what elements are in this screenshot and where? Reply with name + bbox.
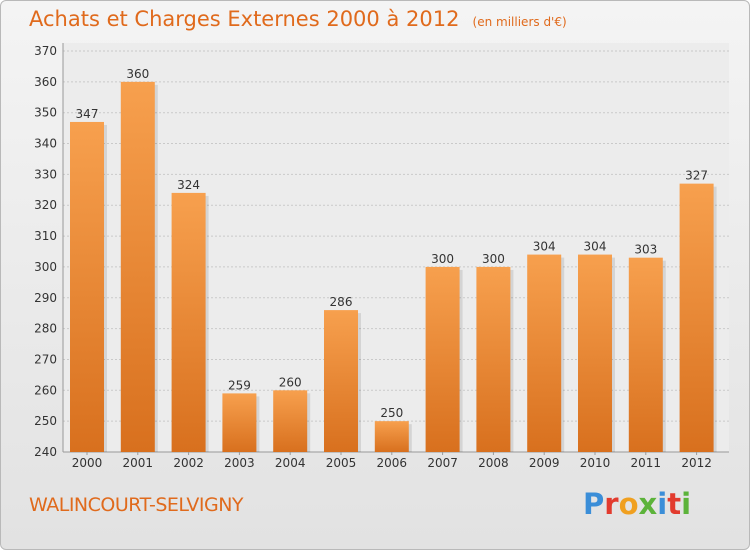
y-tick-label: 280	[34, 322, 57, 336]
logo-letter: x	[638, 487, 658, 521]
y-tick-label: 360	[34, 75, 57, 89]
bar	[527, 254, 562, 452]
bars: 347 360 324 259 260 286 250 300 300 304 304 303 327	[70, 67, 717, 452]
x-tick-label: 2009	[529, 456, 560, 470]
data-label: 259	[228, 378, 251, 392]
data-label: 300	[482, 252, 505, 266]
y-tick-label: 290	[34, 291, 57, 305]
x-tick-label: 2004	[275, 456, 306, 470]
data-label: 304	[584, 240, 607, 254]
logo-letter: i	[681, 487, 692, 521]
bar	[374, 421, 409, 452]
title-text: Achats et Charges Externes 2000 à 2012	[29, 7, 460, 31]
bar	[70, 121, 104, 452]
x-tick-label: 2007	[427, 456, 458, 470]
y-tick-label: 320	[34, 198, 57, 212]
x-tick-label: 2005	[326, 456, 357, 470]
data-label: 360	[126, 67, 149, 81]
grid-lines	[63, 50, 729, 453]
bar	[578, 254, 612, 452]
x-tick-label: 2006	[377, 456, 408, 470]
bar	[171, 192, 206, 452]
x-tick-label: 2001	[123, 456, 154, 470]
logo-letter: o	[618, 487, 639, 521]
logo-letter: i	[657, 487, 668, 521]
y-tick-label: 240	[34, 445, 57, 459]
data-label: 347	[76, 107, 99, 121]
bar	[425, 266, 460, 452]
bar	[324, 310, 358, 452]
x-tick-label: 2008	[478, 456, 509, 470]
x-tick-label: 2000	[72, 456, 103, 470]
x-tick-label: 2002	[173, 456, 204, 470]
bar	[628, 257, 663, 452]
data-label: 327	[685, 169, 708, 183]
y-tick-label: 350	[34, 106, 57, 120]
y-tick-label: 330	[34, 167, 57, 181]
x-tick-label: 2012	[681, 456, 712, 470]
bar	[273, 390, 308, 452]
data-label: 260	[279, 375, 302, 389]
logo-letter: t	[667, 487, 682, 521]
y-tick-label: 260	[34, 383, 57, 397]
unit-note: (en milliers d'€)	[472, 15, 567, 29]
data-label: 324	[177, 178, 200, 192]
data-label: 300	[431, 252, 454, 266]
x-tick-label: 2003	[224, 456, 255, 470]
bar	[476, 266, 511, 452]
bar	[679, 183, 714, 452]
x-tick-label: 2011	[631, 456, 662, 470]
y-axis: 2402502602702802903003103203303403503603…	[34, 43, 729, 459]
y-tick-label: 310	[34, 229, 57, 243]
proxiti-logo: Proxiti	[583, 487, 691, 521]
bar	[222, 393, 257, 452]
y-tick-label: 300	[34, 260, 57, 274]
y-tick-label: 370	[34, 44, 57, 58]
x-tick-label: 2010	[580, 456, 611, 470]
y-tick-label: 340	[34, 137, 57, 151]
x-axis: 2000 2001 2002 2003 2004 2005 2006 2007 2008 2009…	[72, 452, 712, 470]
bar	[120, 81, 155, 452]
logo-letter: r	[604, 487, 619, 521]
logo-letter: P	[583, 487, 605, 521]
commune-name: WALINCOURT-SELVIGNY	[29, 494, 244, 516]
data-label: 286	[330, 295, 353, 309]
y-tick-label: 270	[34, 352, 57, 366]
data-label: 303	[634, 243, 657, 257]
y-tick-label: 250	[34, 414, 57, 428]
data-label: 304	[533, 240, 556, 254]
chart-title: Achats et Charges Externes 2000 à 2012 (…	[29, 7, 567, 31]
data-label: 250	[380, 406, 403, 420]
